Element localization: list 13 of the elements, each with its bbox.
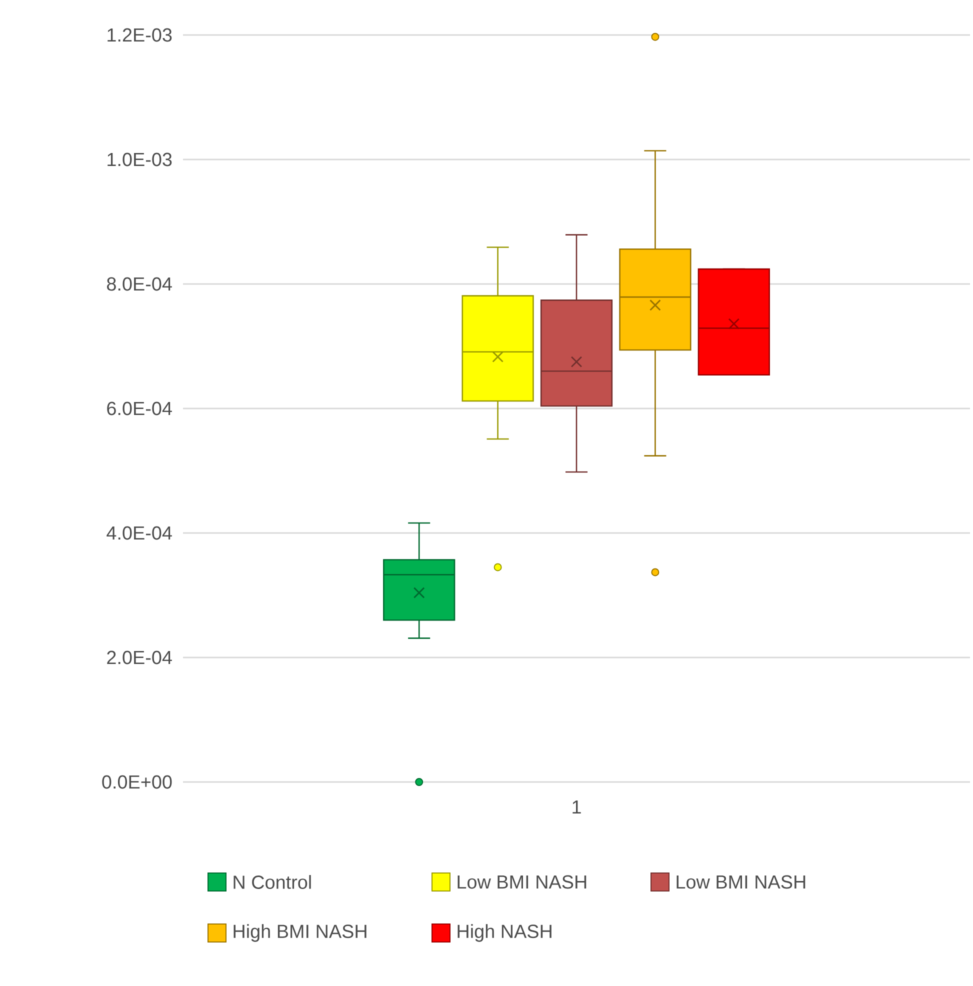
- y-tick-label: 4.0E-04: [106, 526, 172, 540]
- y-tick-label: 1.2E-03: [108, 28, 172, 42]
- legend-label: High NASH: [458, 924, 552, 942]
- y-tick-label: 2.0E-04: [107, 650, 172, 664]
- legend-label: Low BMI NASH: [458, 875, 586, 889]
- y-tick-label: 6.0E-04: [107, 402, 172, 416]
- y-tick-label: 1.0E-03: [108, 152, 172, 166]
- legend-label: High BMI NASH: [234, 924, 366, 942]
- y-tick-label: 8.0E-04: [107, 277, 172, 291]
- legend-label: Low BMI NASH: [676, 875, 806, 889]
- y-tick-label: 0.0E+00: [102, 775, 172, 789]
- x-tick-label: 1: [572, 800, 581, 814]
- legend-label: N Control: [234, 875, 311, 889]
